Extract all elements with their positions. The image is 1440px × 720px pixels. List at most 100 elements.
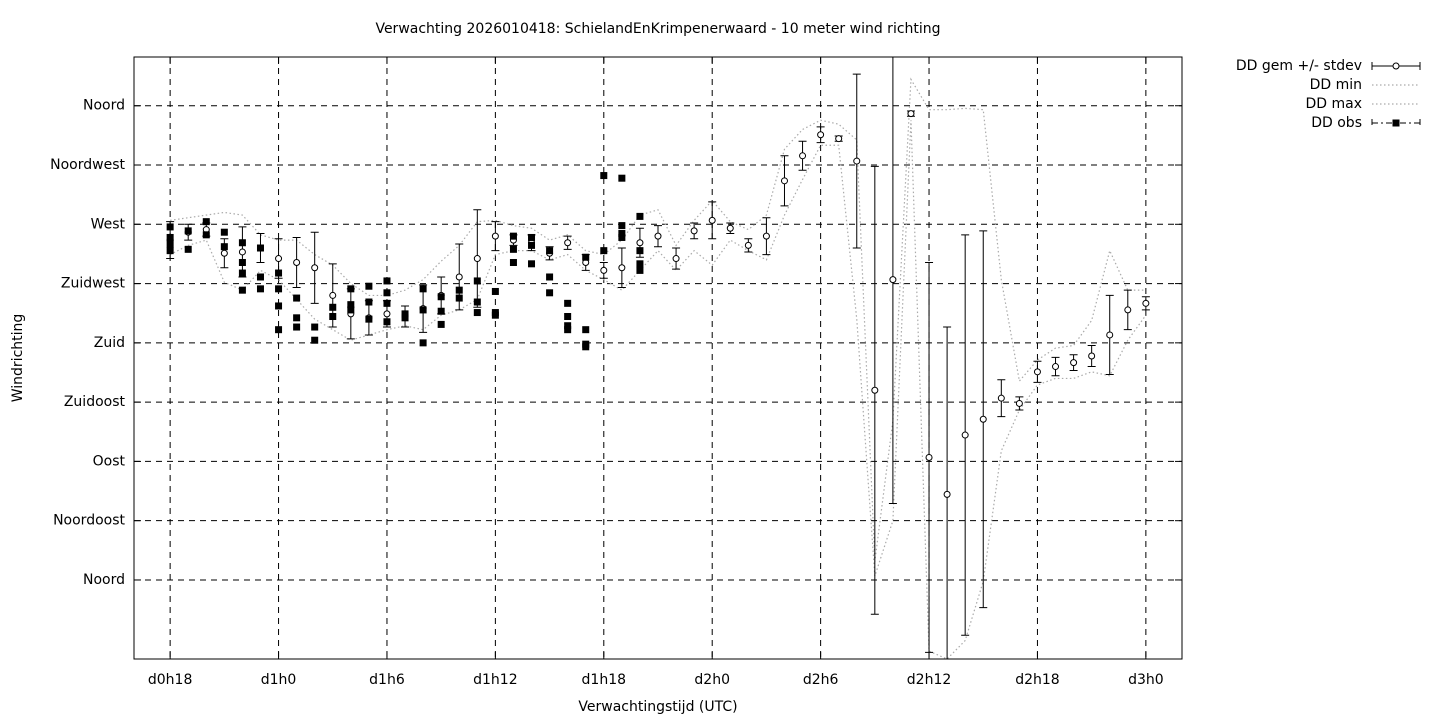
x-tick-label: d1h18	[582, 672, 626, 688]
mean-point	[871, 386, 879, 394]
mean-point	[979, 415, 987, 423]
obs-point	[618, 222, 626, 230]
mean-point	[1033, 368, 1041, 376]
mean-point	[1052, 363, 1060, 371]
mean-point	[744, 241, 752, 249]
obs-point	[184, 245, 192, 253]
y-tick-label: Noordwest	[50, 157, 125, 173]
obs-point	[383, 318, 391, 326]
obs-point	[564, 326, 572, 334]
obs-point	[256, 285, 264, 293]
y-tick-label: Noord	[83, 572, 125, 588]
x-tick-label: d1h12	[473, 672, 517, 688]
y-tick-label: Noordoost	[53, 513, 125, 529]
obs-point	[365, 282, 373, 290]
mean-point	[654, 232, 662, 240]
obs-point	[437, 307, 445, 315]
obs-point	[275, 285, 283, 293]
obs-point	[275, 302, 283, 310]
obs-point	[564, 313, 572, 321]
y-tick-label: Zuidwest	[61, 276, 126, 292]
obs-point	[582, 326, 590, 334]
legend-swatch	[1392, 62, 1400, 70]
obs-point	[455, 286, 463, 294]
obs-point	[383, 277, 391, 285]
x-tick-label: d1h6	[369, 672, 405, 688]
obs-point	[293, 314, 301, 322]
y-tick-label: Zuid	[94, 335, 125, 351]
obs-point	[202, 231, 210, 239]
mean-point	[889, 276, 897, 284]
legend-label: DD max	[1305, 96, 1362, 112]
mean-point	[853, 157, 861, 165]
mean-point	[708, 216, 716, 224]
plot-frame	[133, 56, 1183, 660]
mean-point	[618, 264, 626, 272]
obs-point	[473, 277, 481, 285]
obs-point	[618, 230, 626, 238]
mean-point	[961, 431, 969, 439]
obs-point	[491, 311, 499, 319]
chart-title: Verwachting 2026010418: SchielandEnKrimp…	[375, 21, 940, 37]
obs-point	[166, 223, 174, 231]
obs-point	[636, 212, 644, 220]
obs-point	[491, 287, 499, 295]
x-tick-label: d2h0	[694, 672, 730, 688]
mean-point	[600, 266, 608, 274]
obs-point	[509, 245, 517, 253]
obs-point	[311, 336, 319, 344]
y-tick-label: Noord	[83, 98, 125, 114]
mean-point	[726, 224, 734, 232]
grid-layer	[134, 57, 1182, 659]
mean-point	[1015, 399, 1023, 407]
obs-point	[184, 227, 192, 235]
obs-point	[473, 309, 481, 317]
obs-point	[528, 233, 536, 241]
obs-point	[455, 294, 463, 302]
obs-point	[275, 326, 283, 334]
mean-point	[491, 232, 499, 240]
axes-layer: Noord Noordoost Oost Zuidoost Zuid Zuidwest We…	[50, 57, 1182, 688]
obs-point	[419, 339, 427, 347]
obs-point	[564, 322, 572, 330]
obs-point	[401, 310, 409, 318]
obs-point	[238, 269, 246, 277]
obs-point	[636, 266, 644, 274]
obs-point	[275, 269, 283, 277]
obs-point	[220, 243, 228, 251]
y-axis-label: Windrichting	[10, 314, 26, 403]
obs-point	[166, 233, 174, 241]
lines-layer	[169, 77, 1147, 659]
obs-point	[618, 233, 626, 241]
legend: DD gem +/- stdev DD min DD max DD obs	[1236, 58, 1421, 131]
obs-point	[419, 306, 427, 314]
range-line	[170, 77, 1146, 562]
obs-point	[600, 172, 608, 180]
mean-point	[672, 255, 680, 263]
obs-point	[600, 247, 608, 255]
y-tick-label: West	[91, 216, 126, 232]
obs-point	[238, 286, 246, 294]
obs-point	[618, 174, 626, 182]
mean-point	[1124, 306, 1132, 314]
mean-point	[799, 152, 807, 160]
obs-point	[582, 343, 590, 351]
mean-point	[1106, 331, 1114, 339]
y-tick-label: Oost	[93, 453, 126, 469]
range-line	[169, 120, 1147, 659]
obs-point	[293, 323, 301, 331]
x-tick-label: d2h6	[803, 672, 839, 688]
mean-point	[473, 255, 481, 263]
mean-point	[1070, 359, 1078, 367]
x-tick-label: d0h18	[148, 672, 192, 688]
obs-point	[347, 306, 355, 314]
x-tick-label: d2h12	[907, 672, 951, 688]
mean-point	[636, 239, 644, 247]
obs-point	[528, 241, 536, 249]
mean-point	[943, 490, 951, 498]
mean-point	[564, 239, 572, 247]
mean-point	[997, 394, 1005, 402]
legend-swatch	[1392, 119, 1400, 127]
mean-point	[907, 110, 915, 118]
